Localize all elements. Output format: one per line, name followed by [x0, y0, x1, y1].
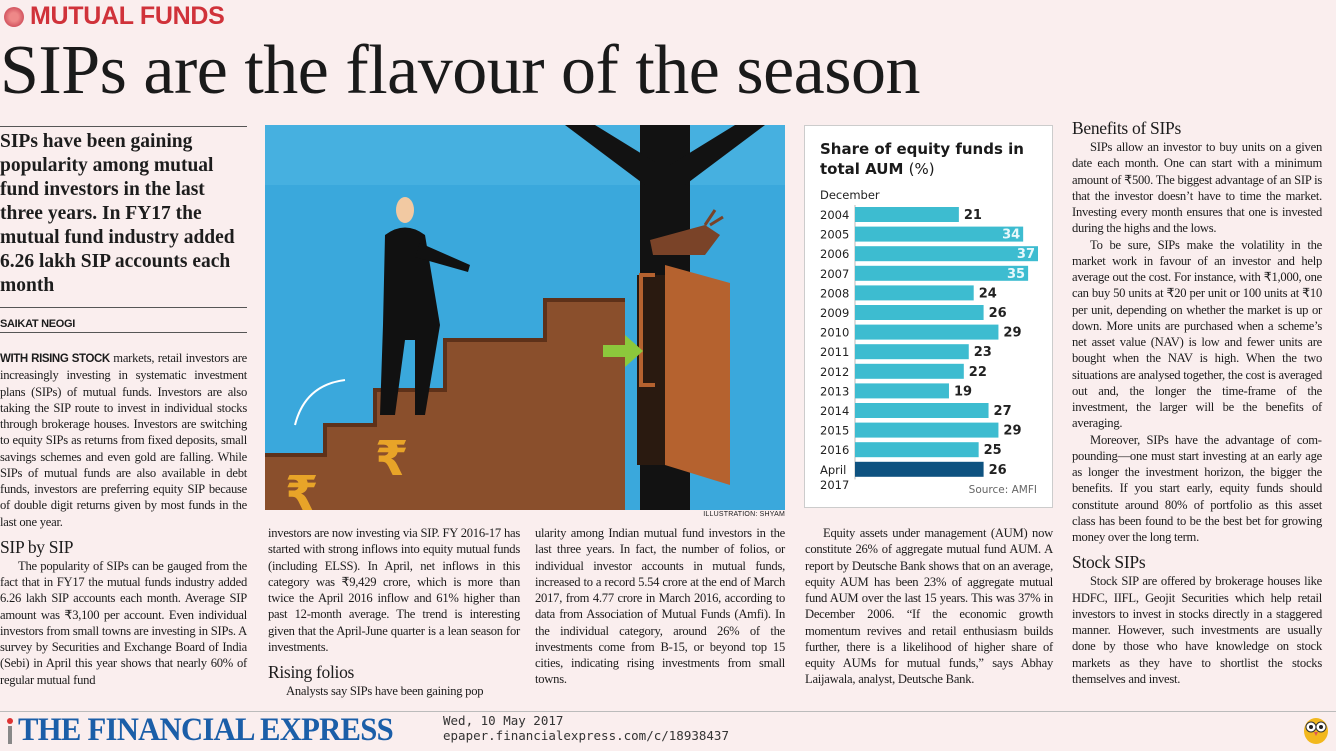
- chart-value-label: 21: [964, 208, 982, 223]
- chart-category-label: 2005: [820, 228, 849, 242]
- chart-category-label: 2012: [820, 365, 849, 379]
- chart-value-label: 23: [974, 345, 992, 360]
- chart-category-label: 2017: [820, 478, 849, 492]
- publication-logo: THE FINANCIAL EXPRESS: [18, 712, 394, 748]
- chart-bar: [855, 383, 949, 399]
- chart-value-label: 25: [984, 443, 1002, 458]
- chart-value-label: 34: [1002, 228, 1020, 243]
- chart-bar: [855, 422, 999, 438]
- divider: [0, 307, 247, 308]
- chart-value-label: 24: [979, 286, 997, 301]
- edition-url[interactable]: epaper.financialexpress.com/c/18938437: [443, 728, 729, 743]
- footer-bar: [0, 711, 1336, 751]
- edition-info: Wed, 10 May 2017 epaper.financialexpress…: [443, 713, 729, 743]
- chart-value-label: 29: [1003, 424, 1021, 439]
- chart-category-header: December: [820, 188, 880, 202]
- chart-value-label: 22: [969, 365, 987, 380]
- paragraph: Analysts say SIPs have been gaining pop­: [286, 684, 484, 698]
- article-column-3: ularity among Indian mutual fund investo…: [535, 525, 785, 688]
- subheading: Stock SIPs: [1072, 552, 1146, 573]
- paragraph: investors are now investing via SIP. FY …: [268, 526, 520, 654]
- chart-bar: [855, 226, 1024, 242]
- chart-bar: [855, 461, 984, 477]
- chart-value-label: 26: [989, 306, 1007, 321]
- chart-category-label: 2006: [820, 247, 849, 261]
- paragraph: Moreover, SIPs have the advantage of com…: [1072, 432, 1322, 545]
- chart-value-label: 37: [1017, 247, 1035, 262]
- chart-category-label: 2011: [820, 345, 849, 359]
- subheading: SIP by SIP: [0, 536, 74, 557]
- paragraph: To be sure, SIPs make the volatility in …: [1072, 237, 1322, 431]
- chart-title-unit: (%): [908, 160, 935, 178]
- edition-date: Wed, 10 May 2017: [443, 713, 564, 728]
- chart-value-label: 19: [954, 384, 972, 399]
- chart-bar: [855, 403, 989, 418]
- chart-bar: [855, 265, 1029, 281]
- owl-icon[interactable]: [1302, 713, 1330, 745]
- chart-category-label: 2014: [820, 404, 849, 418]
- article-column-4: Equity assets under management (AUM) now…: [805, 525, 1053, 688]
- deck: SIPs have been gaining popularity among …: [0, 131, 235, 296]
- chart-title: Share of equity funds in total AUM (%): [820, 139, 1052, 179]
- section-label: MUTUAL FUNDS: [30, 2, 225, 30]
- paragraph: markets, retail investors are increasing…: [0, 351, 247, 529]
- chart: Share of equity funds in total AUM (%) D…: [804, 125, 1053, 508]
- paragraph: Equity assets under management (AUM) now…: [805, 526, 1053, 687]
- chart-bar: [855, 344, 969, 360]
- chart-value-label: 27: [994, 404, 1012, 419]
- chart-category-label: 2013: [820, 384, 849, 398]
- chart-bar: [855, 363, 964, 379]
- paragraph: Stock SIP are offered by brokerage house…: [1072, 574, 1322, 686]
- chart-bar: [855, 305, 984, 320]
- subheading: Rising folios: [268, 662, 355, 682]
- headline: SIPs are the flavour of the season: [0, 32, 920, 109]
- chart-bar: [855, 207, 959, 222]
- illustration-credit: ILLUSTRATION: SHYAM: [703, 511, 785, 518]
- chart-category-label: 2015: [820, 424, 849, 438]
- chart-bar: [855, 285, 974, 301]
- chart-source: Source: AMFI: [969, 484, 1037, 496]
- chart-category-label: 2004: [820, 208, 849, 222]
- paragraph: The popularity of SIPs can be gauged fro…: [0, 558, 247, 687]
- divider: [0, 126, 247, 127]
- chart-category-label: 2010: [820, 326, 849, 340]
- chart-bar: [855, 246, 1038, 262]
- section-kicker: MUTUAL FUNDS: [4, 2, 225, 31]
- article-column-2: investors are now investing via SIP. FY …: [268, 525, 520, 699]
- chart-bar: [855, 442, 979, 458]
- byline: SAIKAT NEOGI: [0, 318, 247, 333]
- chart-value-label: 26: [989, 463, 1007, 478]
- article-column-5: Benefits of SIPs SIPs allow an investor …: [1072, 117, 1322, 687]
- section-dot-icon: [4, 6, 24, 27]
- chart-category-label: 2008: [820, 286, 849, 300]
- lead-in: WITH RISING STOCK: [0, 353, 110, 365]
- paragraph: SIPs allow an investor to buy units on a…: [1072, 140, 1322, 236]
- chart-value-label: 35: [1007, 267, 1025, 282]
- chart-title-text: Share of equity funds in total AUM: [820, 140, 1024, 178]
- chart-category-label: 2007: [820, 267, 849, 281]
- chart-plot: December 2004 21 2005 34 2006 37 2007 35 2008 24 20…: [820, 188, 1038, 496]
- illustration: ₹ ₹: [265, 125, 785, 510]
- subheading: Benefits of SIPs: [1072, 118, 1181, 138]
- chart-category-label: April: [820, 463, 846, 477]
- chart-bar: [855, 324, 999, 340]
- chart-value-label: 29: [1003, 326, 1021, 341]
- logo-mark-icon: [6, 718, 14, 746]
- chart-category-label: 2016: [820, 443, 849, 457]
- paragraph: ularity among Indian mutual fund investo…: [535, 526, 785, 687]
- chart-category-label: 2009: [820, 306, 849, 320]
- article-column-1: WITH RISING STOCK markets, retail invest…: [0, 350, 247, 688]
- svg-text:₹: ₹: [285, 466, 318, 510]
- svg-text:₹: ₹: [375, 431, 408, 487]
